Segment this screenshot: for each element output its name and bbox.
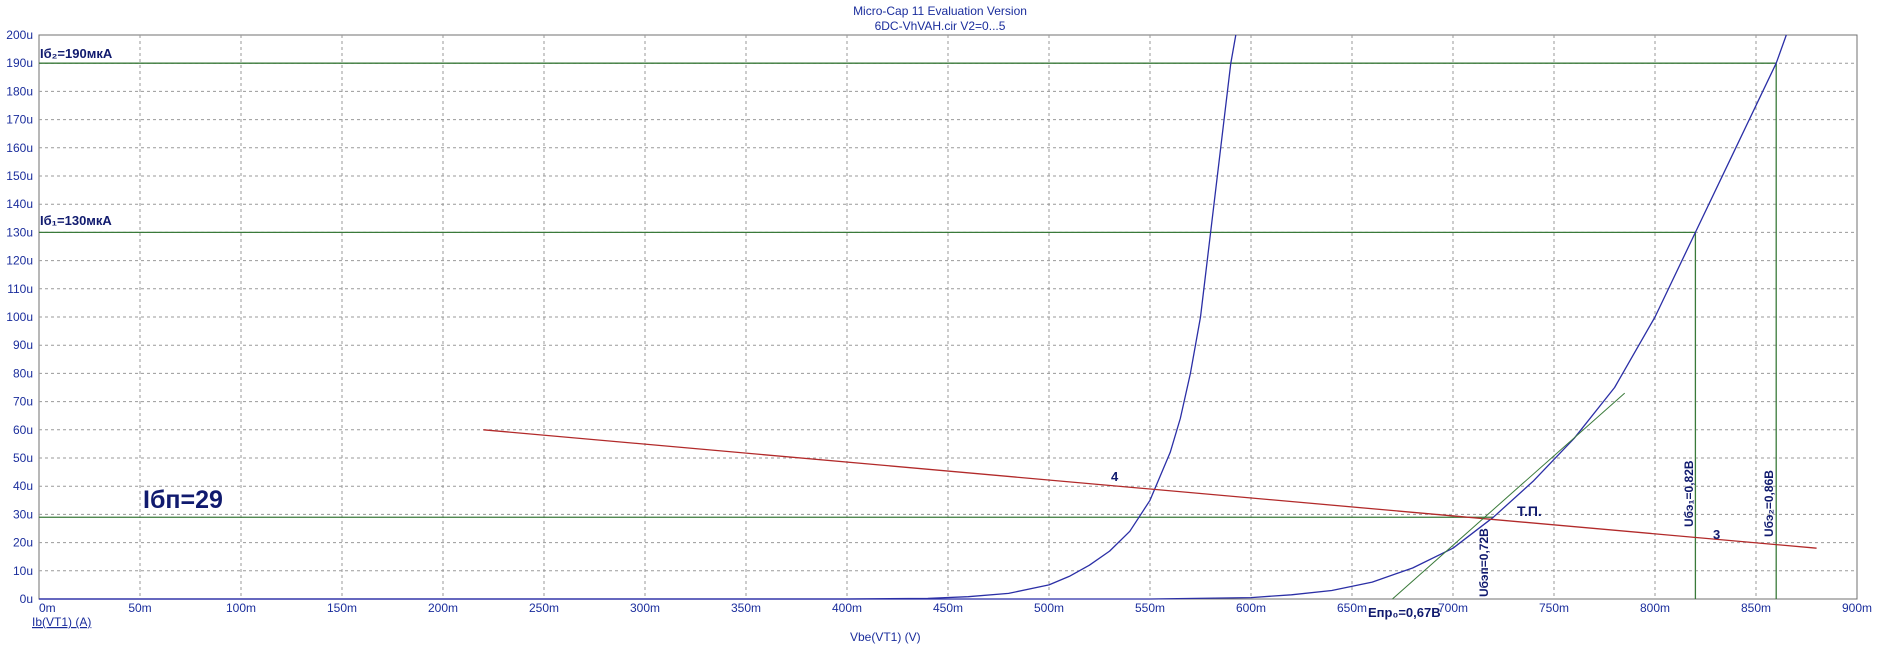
load-line: [483, 429, 1817, 549]
y-tick-label: 170u: [6, 113, 33, 127]
y-tick-label: 140u: [6, 197, 33, 211]
series-group: [39, 34, 1817, 600]
y-tick-label: 180u: [6, 84, 33, 98]
x-tick-label: 200m: [428, 601, 458, 615]
y-tick-label: 160u: [6, 141, 33, 155]
y-tick-label: 100u: [6, 310, 33, 324]
y-tick-label: 150u: [6, 169, 33, 183]
input-curve-right-line: [39, 34, 1787, 600]
y-tick-label: 30u: [13, 507, 33, 521]
y-tick-label: 110u: [7, 282, 33, 296]
y-tick-label: 20u: [13, 536, 33, 550]
annotation-ube2: Uбэ₂=0,86В: [1762, 470, 1776, 537]
y-tick-label: 200u: [6, 28, 33, 42]
x-tick-label: 650m: [1337, 601, 1367, 615]
x-tick-label: 750m: [1539, 601, 1569, 615]
annotation-ubep: Uбэп=0,72В: [1477, 528, 1491, 597]
x-tick-label: 900m: [1842, 601, 1872, 615]
x-tick-label: 300m: [630, 601, 660, 615]
annotation-operating-point: Т.П.: [1517, 503, 1542, 519]
y-tick-label: 50u: [13, 451, 33, 465]
y-tick-label: 40u: [13, 479, 33, 493]
y-tick-label: 120u: [6, 254, 33, 268]
x-tick-label: 850m: [1741, 601, 1771, 615]
y-tick-label: 70u: [13, 395, 33, 409]
y-tick-label: 80u: [13, 366, 33, 380]
x-axis-label: Vbe(VT1) (V): [850, 630, 921, 644]
x-tick-label: 800m: [1640, 601, 1670, 615]
y-tick-label: 130u: [6, 225, 33, 239]
x-tick-label: 500m: [1034, 601, 1064, 615]
y-tick-label: 10u: [13, 564, 33, 578]
x-tick-labels: 0m 50m 100m 150m 200m 250m 300m 350m 400m 450m 500…: [39, 601, 1872, 615]
y-tick-label: 190u: [6, 56, 33, 70]
annotation-ib2: Iб₂=190мкА: [40, 46, 113, 61]
y-tick-label: 90u: [13, 338, 33, 352]
annotation-label-3: 3: [1713, 527, 1720, 542]
x-tick-label: 50m: [128, 601, 151, 615]
x-tick-label: 400m: [832, 601, 862, 615]
x-tick-label: 150m: [327, 601, 357, 615]
annotation-ibp: Iбп=29: [143, 486, 223, 514]
y-tick-label: 60u: [13, 423, 33, 437]
grid: [39, 35, 1857, 599]
x-tick-label: 550m: [1135, 601, 1165, 615]
x-tick-label: 450m: [933, 601, 963, 615]
input-curve-left-line: [39, 34, 1237, 600]
annotation-label-4: 4: [1111, 469, 1119, 484]
annotation-ib1: Iб₁=130мкА: [40, 213, 112, 228]
x-tick-label: 250m: [529, 601, 559, 615]
y-tick-labels: 0u 10u 20u 30u 40u 50u 60u 70u 80u 90u 100u 110u 120…: [6, 28, 33, 606]
tangent-line: [1392, 392, 1626, 600]
chart-title: Micro-Cap 11 Evaluation Version: [853, 4, 1027, 18]
annotation-ube1: Uбэ₁=0,82В: [1682, 460, 1696, 527]
guide-lines: [39, 62, 1777, 599]
x-tick-label: 100m: [226, 601, 256, 615]
y-tick-label: 0u: [20, 592, 33, 606]
annotation-epr: Eпр₀=0,67В: [1368, 605, 1441, 620]
x-tick-label: 700m: [1438, 601, 1468, 615]
chart-subtitle: 6DC-VhVAH.cir V2=0...5: [874, 19, 1006, 33]
x-tick-label: 0m: [39, 601, 56, 615]
x-tick-label: 350m: [731, 601, 761, 615]
x-tick-label: 600m: [1236, 601, 1266, 615]
y-axis-label: Ib(VT1) (A): [32, 615, 91, 629]
